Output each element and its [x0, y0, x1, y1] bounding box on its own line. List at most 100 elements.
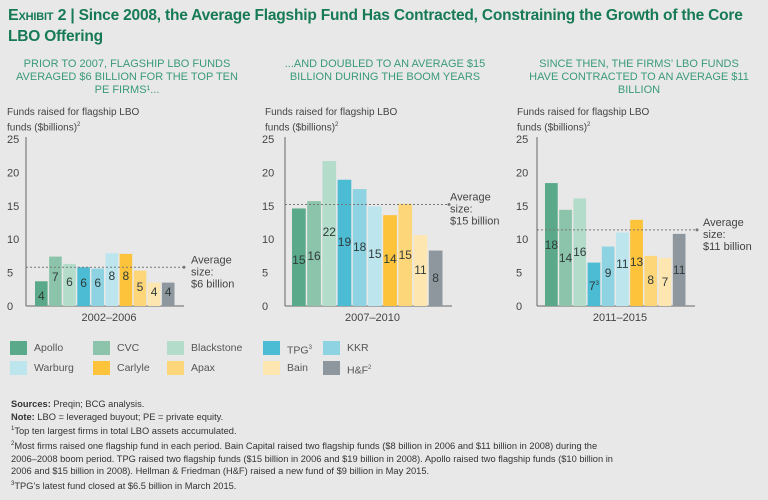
footnote-number: 2 — [11, 440, 15, 447]
y-tick-label: 0 — [7, 301, 13, 313]
footnote-text: 2006–2008 boom period. TPG raised two fl… — [11, 453, 613, 464]
bar-value-label: 19 — [338, 235, 352, 249]
bar-blackstone — [322, 161, 337, 306]
panel-1-heading: Prior to 2007, flagship LBO funds averag… — [16, 58, 238, 96]
y-tick-label: 15 — [516, 201, 528, 213]
bar-apollo — [35, 281, 48, 306]
sources-line: Sources: Preqin; BCG analysis. — [11, 398, 761, 411]
legend-label: TPG3 — [287, 344, 312, 357]
footnote-line: 3TPG’s latest fund closed at $6.5 billio… — [11, 478, 761, 493]
note-text: LBO = leveraged buyout; PE = private equ… — [34, 411, 224, 422]
bar-value-label: 15 — [399, 248, 413, 262]
average-label: $15 billion — [450, 215, 500, 227]
bar-cvc — [49, 256, 62, 306]
y-tick-label: 0 — [516, 301, 522, 313]
bar-value-label: 15 — [292, 253, 306, 267]
footnote-line: 2006 and $15 billion in 2008). Hellman &… — [11, 465, 761, 478]
legend-label: Blackstone — [191, 342, 243, 354]
bar-hnf — [428, 250, 443, 306]
bar-value-label: 6 — [80, 276, 87, 290]
footnote-number: 3 — [11, 480, 15, 487]
ylabel-text: Funds raised for flagship LBO funds ($bi… — [265, 107, 398, 134]
sources-label: Sources: — [11, 399, 51, 409]
bar-value-label: 8 — [647, 273, 654, 287]
sources-text: Preqin; BCG analysis. — [50, 399, 145, 409]
legend-swatch — [263, 361, 280, 375]
bar-value-label: 18 — [353, 240, 367, 254]
bar-apax — [644, 255, 658, 306]
bar-value-label: 6 — [66, 275, 73, 289]
bar-apollo — [292, 208, 306, 306]
y-tick-label: 20 — [516, 167, 528, 179]
bar-apax — [398, 203, 413, 306]
x-axis-label: 2011–2015 — [593, 312, 647, 324]
bar-value-label: 22 — [323, 225, 337, 239]
exhibit-title: Exhibit 2 | Since 2008, the Average Flag… — [8, 5, 758, 47]
panel-3-ylabel: Funds raised for flagship LBO funds ($bi… — [517, 107, 667, 134]
bar-kkr — [91, 268, 104, 306]
legend-label: Warburg — [34, 362, 74, 374]
legend-swatch — [10, 361, 27, 375]
bar-value-label: 7 — [52, 270, 59, 284]
legend-label: H&F2 — [347, 364, 372, 377]
average-label: size: — [191, 266, 214, 278]
bar-warburg — [368, 206, 382, 306]
legend-swatch — [167, 341, 184, 355]
bar-tpg — [337, 179, 352, 306]
y-tick-label: 15 — [7, 201, 19, 213]
bar-hnf — [161, 282, 175, 306]
bar-cvc — [307, 201, 321, 306]
average-label: Average — [703, 217, 744, 229]
footnote-text: TPG’s latest fund closed at $6.5 billion… — [14, 480, 237, 491]
bar-value-label: 15 — [368, 247, 382, 261]
panel-1-ylabel: Funds raised for flagship LBO funds ($bi… — [7, 107, 157, 134]
bar-value-label: 11 — [414, 263, 427, 277]
bar-bain — [147, 282, 161, 306]
bar-value-label: 73 — [589, 279, 600, 293]
legend-swatch — [263, 341, 280, 355]
average-line-end — [695, 228, 699, 232]
y-tick-label: 5 — [7, 268, 13, 280]
legend-swatch — [93, 341, 110, 355]
ylabel-text: Funds raised for flagship LBO funds ($bi… — [517, 107, 650, 134]
average-line-end — [447, 202, 451, 206]
notes: Sources: Preqin; BCG analysis. Note: LBO… — [11, 398, 761, 492]
legend-swatch — [167, 361, 184, 375]
exhibit-number: Exhibit 2 — [8, 7, 67, 24]
legend-swatch — [323, 361, 340, 375]
footnote-line: 2Most firms raised one flagship fund in … — [11, 438, 761, 453]
y-tick-label: 25 — [262, 134, 274, 146]
bar-bain — [413, 235, 428, 306]
x-axis-label: 2002–2006 — [81, 312, 136, 324]
bar-value-sup: 3 — [596, 281, 600, 287]
bar-tpg — [77, 267, 90, 306]
bar-kkr — [601, 246, 615, 306]
ylabel-sup: 2 — [587, 122, 591, 128]
y-tick-label: 20 — [7, 167, 19, 179]
legend-swatch — [10, 341, 27, 355]
average-label: size: — [450, 203, 473, 215]
x-axis-label: 2007–2010 — [345, 312, 400, 324]
bar-value-label: 5 — [137, 280, 144, 294]
bar-value-label: 11 — [673, 263, 686, 277]
bar-value-label: 8 — [108, 269, 115, 283]
bar-value-label: 16 — [307, 249, 321, 263]
note-line: Note: LBO = leveraged buyout; PE = priva… — [11, 411, 761, 424]
bar-warburg — [105, 253, 119, 306]
legend-sup: 3 — [308, 345, 312, 351]
bar-value-label: 4 — [165, 285, 172, 299]
legend-label: Apax — [191, 362, 215, 374]
bar-value-label: 8 — [123, 269, 130, 283]
bar-bain — [658, 257, 672, 306]
legend-label: Apollo — [34, 342, 64, 354]
legend-swatch — [93, 361, 110, 375]
y-tick-label: 10 — [516, 234, 528, 246]
y-tick-label: 15 — [262, 201, 274, 213]
panel-2-heading: ...and doubled to an average $15 billion… — [284, 58, 486, 83]
y-tick-label: 10 — [7, 234, 19, 246]
y-tick-label: 20 — [262, 167, 274, 179]
legend-swatch — [323, 341, 340, 355]
bar-value-label: 4 — [151, 285, 158, 299]
y-tick-label: 0 — [262, 301, 268, 313]
